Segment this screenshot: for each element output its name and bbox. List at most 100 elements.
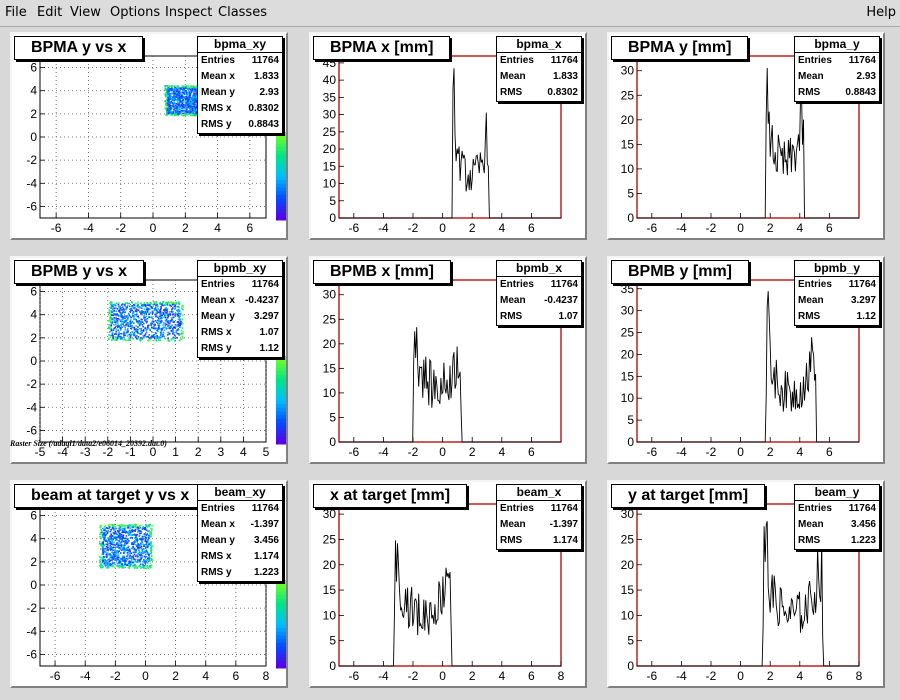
x-tick-label: 4 — [498, 445, 505, 459]
heatmap-cell — [113, 319, 116, 322]
pad-bpmb_x[interactable]: -6 -4 -2 0 2 4 6 0 5 10 15 20 25 30 BPMB x [mm] bpmb_x E… — [309, 256, 587, 464]
palette-segment — [276, 429, 286, 434]
heatmap-cell — [128, 529, 131, 532]
heatmap-cell — [178, 87, 180, 89]
heatmap-cell — [127, 533, 130, 535]
menu-edit[interactable]: Edit — [37, 5, 63, 20]
x-tick-label: -2 — [110, 669, 121, 683]
heatmap-cell — [133, 567, 136, 569]
pad-bpmb_y[interactable]: -6 -4 -2 0 2 4 6 0 5 10 15 20 25 30 35 BPMB y [mm] bpmb_… — [607, 256, 885, 464]
heatmap-cell — [109, 564, 111, 567]
heatmap-cell — [117, 554, 120, 556]
heatmap-cell — [195, 114, 198, 117]
heatmap-cell — [109, 316, 112, 318]
heatmap-cell — [98, 555, 101, 558]
heatmap-cell — [142, 303, 145, 306]
heatmap-cell — [164, 92, 167, 95]
palette-segment — [276, 591, 286, 596]
pad-bpma_y[interactable]: -6 -4 -2 0 2 4 6 0 5 10 15 20 25 30 BPMA y [mm] bpma_y E… — [607, 32, 885, 240]
pad-bpma_x[interactable]: -6 -4 -2 0 2 4 6 0 5 10 15 20 25 30 35 40 45 BPMA x [mm] b… — [309, 32, 587, 240]
stats-box: bpma_y Entries 11764 Mean 2.93 RMS 0.8843 — [794, 36, 880, 102]
heatmap-cell — [160, 306, 162, 308]
heatmap-cell — [136, 302, 139, 305]
heatmap-cell — [144, 538, 147, 541]
heatmap-cell — [184, 98, 187, 100]
heatmap-cell — [176, 324, 179, 326]
y-tick-label: 25 — [323, 532, 337, 546]
heatmap-cell — [192, 106, 194, 108]
heatmap-cell — [187, 86, 189, 88]
x-tick-label: 0 — [142, 669, 149, 683]
heatmap-cell — [100, 562, 102, 565]
heatmap-cell — [150, 534, 152, 536]
heatmap-cell — [145, 533, 147, 535]
heatmap-cell — [123, 334, 125, 337]
heatmap-cell — [181, 114, 183, 116]
heatmap-cell — [109, 563, 111, 565]
heatmap-cell — [178, 310, 181, 312]
heatmap-cell — [149, 562, 151, 565]
heatmap-cell — [120, 541, 123, 543]
heatmap-cell — [139, 320, 141, 323]
heatmap-cell — [108, 324, 111, 326]
y-tick-label: 2 — [30, 331, 37, 345]
heatmap-cell — [144, 567, 146, 569]
heatmap-cell — [168, 92, 171, 95]
heatmap-cell — [126, 331, 128, 334]
stats-row: RMS y 1.223 — [198, 565, 282, 581]
menu-inspect[interactable]: Inspect — [165, 5, 213, 20]
heatmap-cell — [161, 327, 164, 330]
heatmap-cell — [149, 304, 151, 307]
heatmap-cell — [123, 549, 126, 551]
heatmap-cell — [111, 339, 113, 341]
heatmap-cell — [115, 328, 118, 330]
heatmap-cell — [186, 104, 189, 106]
stats-value: 3.297 — [850, 295, 876, 306]
stats-label: Entries — [798, 55, 832, 66]
heatmap-cell — [184, 107, 187, 110]
heatmap-cell — [142, 325, 144, 328]
histogram-line — [339, 68, 561, 219]
menu-classes[interactable]: Classes — [218, 5, 267, 20]
heatmap-cell — [147, 566, 149, 568]
heatmap-cell — [160, 320, 163, 322]
x-tick-label: -2 — [115, 221, 126, 235]
pad-beam_x[interactable]: -6 -4 -2 0 2 4 6 8 0 5 10 15 20 25 30 x at target [mm] b… — [309, 480, 587, 688]
menu-options[interactable]: Options — [110, 5, 161, 20]
x-tick-label: 8 — [263, 669, 270, 683]
heatmap-cell — [137, 546, 139, 549]
heatmap-cell — [141, 550, 144, 553]
heatmap-cell — [132, 322, 135, 324]
heatmap-cell — [131, 314, 134, 317]
heatmap-cell — [151, 326, 153, 329]
heatmap-cell — [103, 561, 106, 564]
heatmap-cell — [114, 549, 116, 551]
heatmap-cell — [187, 105, 190, 108]
menu-file[interactable]: File — [5, 5, 27, 20]
heatmap-cell — [144, 546, 147, 548]
heatmap-cell — [140, 530, 143, 533]
heatmap-cell — [114, 339, 117, 341]
menu-help[interactable]: Help — [866, 5, 896, 20]
heatmap-cell — [131, 555, 134, 558]
heatmap-cell — [156, 304, 159, 306]
y-tick-label: 0 — [30, 354, 37, 368]
stats-label: Entries — [500, 503, 534, 514]
heatmap-cell — [99, 526, 101, 529]
heatmap-cell — [183, 93, 186, 95]
heatmap-cell — [167, 112, 169, 115]
heatmap-cell — [113, 333, 116, 335]
menu-view[interactable]: View — [70, 5, 101, 20]
heatmap-cell — [101, 561, 104, 564]
heatmap-cell — [128, 555, 131, 558]
heatmap-cell — [150, 316, 153, 319]
x-tick-label: -2 — [706, 445, 717, 459]
pad-beam_y[interactable]: -6 -4 -2 0 2 4 6 8 0 5 10 15 20 25 30 y at target [mm] b… — [607, 480, 885, 688]
heatmap-cell — [126, 339, 128, 342]
heatmap-cell — [195, 112, 198, 114]
heatmap-cell — [114, 313, 116, 316]
